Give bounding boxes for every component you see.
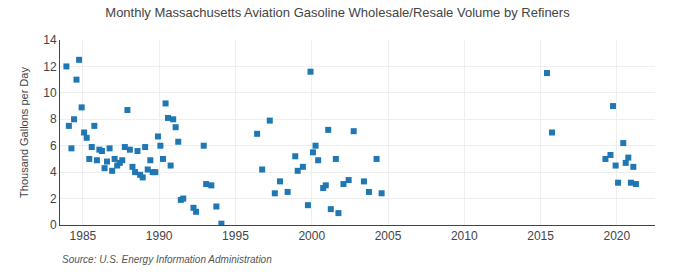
svg-text:1985: 1985 (70, 229, 97, 243)
svg-text:2005: 2005 (375, 229, 402, 243)
svg-text:10: 10 (43, 86, 57, 100)
svg-text:12: 12 (43, 60, 57, 74)
svg-text:0: 0 (50, 218, 57, 232)
svg-text:4: 4 (50, 165, 57, 179)
svg-text:1995: 1995 (222, 229, 249, 243)
svg-text:Source: U.S. Energy Informatio: Source: U.S. Energy Information Administ… (62, 254, 272, 265)
svg-text:2015: 2015 (527, 229, 554, 243)
svg-text:Thousand Gallons per Day: Thousand Gallons per Day (18, 67, 30, 198)
svg-text:Monthly Massachusetts Aviation: Monthly Massachusetts Aviation Gasoline … (105, 5, 570, 20)
svg-text:2020: 2020 (604, 229, 631, 243)
svg-text:2010: 2010 (451, 229, 478, 243)
svg-text:2000: 2000 (298, 229, 325, 243)
svg-text:14: 14 (43, 33, 57, 47)
svg-text:8: 8 (50, 112, 57, 126)
svg-text:1990: 1990 (146, 229, 173, 243)
svg-text:2: 2 (50, 192, 57, 206)
svg-text:6: 6 (50, 139, 57, 153)
